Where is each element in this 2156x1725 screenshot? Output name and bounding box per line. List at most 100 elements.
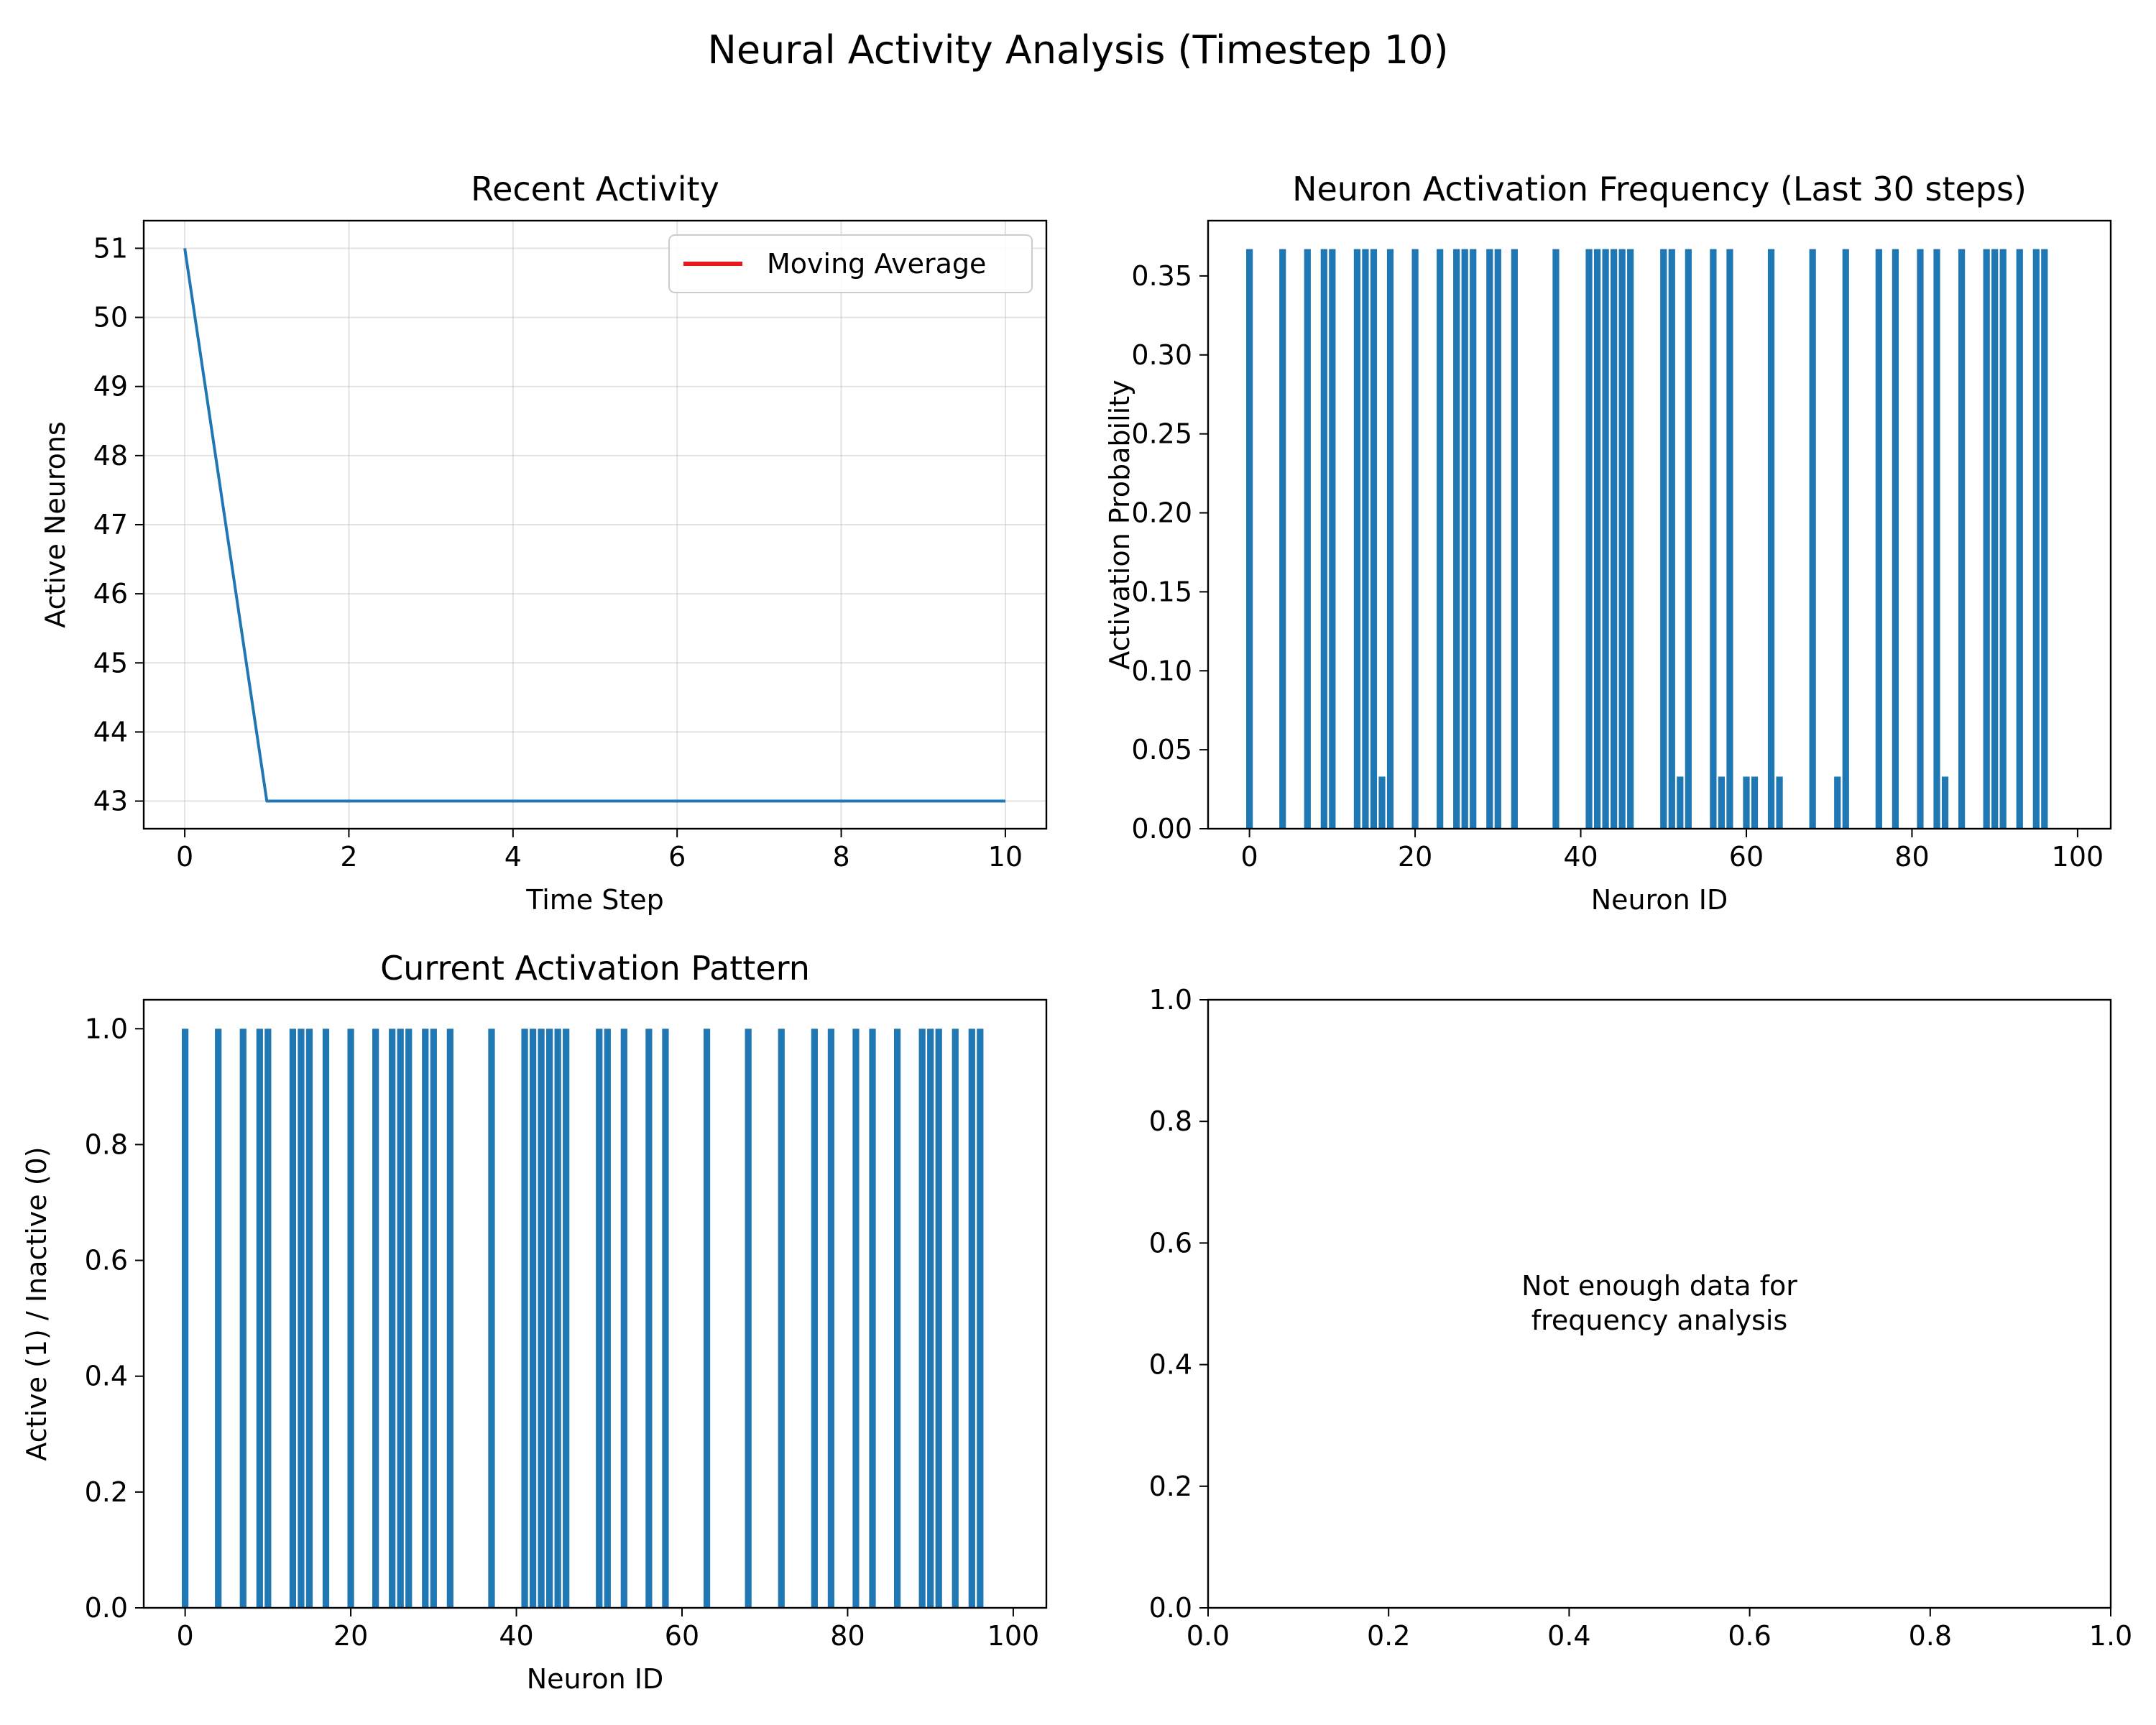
bar-neuron-32 [1511, 249, 1518, 829]
y-tick-label: 0.4 [85, 1361, 128, 1392]
x-tick-label: 0.0 [1187, 1620, 1230, 1652]
bar-neuron-15 [305, 1029, 313, 1608]
y-tick-label: 51 [93, 232, 128, 264]
y-tick-label: 0.10 [1131, 655, 1192, 686]
x-tick-label: 60 [1729, 841, 1764, 873]
x-tick-label: 40 [499, 1620, 533, 1652]
x-tick-label: 2 [340, 841, 357, 873]
bar-neuron-42 [1593, 249, 1601, 829]
bar-neuron-14 [1362, 249, 1369, 829]
x-tick-label: 0.2 [1367, 1620, 1410, 1652]
y-tick-label: 0.15 [1131, 576, 1192, 607]
y-tick-label: 50 [93, 302, 128, 334]
y-tick-label: 47 [93, 509, 128, 540]
bar-neuron-41 [521, 1029, 528, 1608]
bar-neuron-4 [215, 1029, 222, 1608]
bar-neuron-86 [893, 1029, 901, 1608]
bar-neuron-89 [918, 1029, 926, 1608]
legend-box [668, 234, 1033, 293]
bar-neuron-89 [1983, 249, 1990, 829]
bar-neuron-61 [1751, 776, 1759, 829]
legend-label-moving-average: Moving Average [767, 248, 986, 280]
bar-neuron-27 [1470, 249, 1477, 829]
y-tick-label: 0.0 [85, 1592, 128, 1624]
bar-neuron-83 [1933, 249, 1940, 829]
bar-neuron-78 [1892, 249, 1899, 829]
bar-neuron-7 [1304, 249, 1311, 829]
y-tick-label: 0.8 [85, 1128, 128, 1160]
y-tick-label: 49 [93, 371, 128, 402]
x-tick-label: 80 [1894, 841, 1929, 873]
y-tick-label: 48 [93, 440, 128, 472]
x-tick-label: 0.4 [1547, 1620, 1590, 1652]
bar-neuron-43 [1602, 249, 1609, 829]
bar-neuron-9 [1320, 249, 1327, 829]
x-tick-label: 60 [665, 1620, 699, 1652]
bar-neuron-14 [298, 1029, 305, 1608]
y-tick-label: 0.2 [1149, 1471, 1192, 1502]
bar-neuron-44 [1611, 249, 1618, 829]
bar-neuron-51 [1668, 249, 1675, 829]
bar-neuron-37 [488, 1029, 495, 1608]
y-tick-label: 0.30 [1131, 339, 1192, 371]
y-tick-label: 0.8 [1149, 1105, 1192, 1137]
bar-neuron-53 [1685, 249, 1692, 829]
bar-neuron-91 [935, 1029, 942, 1608]
bar-neuron-93 [2016, 249, 2023, 829]
bar-neuron-42 [529, 1029, 537, 1608]
annotation-line-1: Not enough data for [1521, 1270, 1797, 1302]
x-axis-label: Neuron ID [527, 1663, 664, 1695]
bar-neuron-96 [977, 1029, 984, 1608]
bar-neuron-81 [1917, 249, 1924, 829]
bar-neuron-58 [1726, 249, 1733, 829]
x-axis-label: Time Step [525, 884, 664, 916]
x-tick-label: 8 [832, 841, 849, 873]
bar-neuron-37 [1552, 249, 1560, 829]
bar-neuron-29 [422, 1029, 429, 1608]
bar-neuron-63 [703, 1029, 711, 1608]
bar-neuron-0 [1246, 249, 1253, 829]
bar-neuron-58 [662, 1029, 669, 1608]
bar-neuron-45 [1618, 249, 1626, 829]
x-tick-label: 6 [668, 841, 686, 873]
y-axis-label: Active (1) / Inactive (0) [21, 1146, 52, 1460]
x-tick-label: 20 [333, 1620, 368, 1652]
bar-neuron-0 [182, 1029, 189, 1608]
bar-neuron-25 [1453, 249, 1460, 829]
x-tick-label: 100 [987, 1620, 1040, 1652]
series-line-1 [183, 248, 1005, 803]
bar-neuron-53 [620, 1029, 627, 1608]
bar-neuron-71 [1834, 776, 1841, 829]
bar-neuron-90 [1991, 249, 1999, 829]
bar-neuron-56 [645, 1029, 653, 1608]
bar-neuron-90 [927, 1029, 934, 1608]
bar-neuron-4 [1279, 249, 1286, 829]
y-tick-label: 0.00 [1131, 813, 1192, 845]
bar-neuron-30 [1494, 249, 1501, 829]
bar-neuron-68 [1809, 249, 1816, 829]
bar-neuron-29 [1486, 249, 1493, 829]
x-tick-label: 20 [1398, 841, 1432, 873]
bar-neuron-56 [1710, 249, 1717, 829]
bar-neuron-26 [1461, 249, 1468, 829]
y-axis-label: Active Neurons [40, 421, 71, 627]
bar-neuron-32 [446, 1029, 453, 1608]
axes-frame [1207, 998, 2112, 1609]
bar-neuron-16 [1378, 776, 1386, 829]
axes-frame [1207, 219, 2112, 830]
y-tick-label: 43 [93, 786, 128, 817]
bar-neuron-15 [1370, 249, 1378, 829]
bar-neuron-95 [2032, 249, 2040, 829]
bar-neuron-51 [604, 1029, 611, 1608]
bar-neuron-57 [1718, 776, 1726, 829]
bar-neuron-86 [1958, 249, 1966, 829]
y-tick-label: 1.0 [85, 1013, 128, 1044]
x-tick-label: 0 [176, 841, 193, 873]
legend: Moving Average [668, 234, 1033, 293]
bar-neuron-23 [1437, 249, 1444, 829]
bar-neuron-17 [322, 1029, 330, 1608]
y-tick-label: 0.35 [1131, 260, 1192, 292]
